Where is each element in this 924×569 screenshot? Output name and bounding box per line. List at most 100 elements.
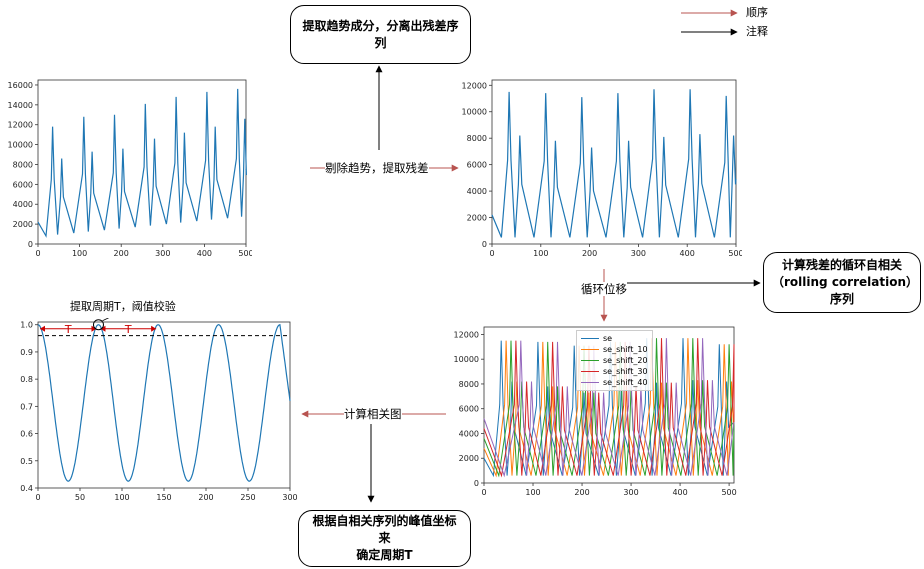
y-tick-label: 10000 — [454, 355, 479, 364]
y-tick-label: 0.6 — [20, 430, 33, 439]
legend-item-shift40: se_shift_40 — [581, 377, 648, 388]
period-label: T — [124, 323, 132, 336]
shifted-series-chart: 0 100 200 300 400 500 0 2000 4000 6000 8000 10000 12… — [454, 326, 737, 497]
x-tick-label: 300 — [623, 488, 638, 497]
x-tick-label: 300 — [155, 249, 170, 258]
rolling-corr-text-1: 计算残差的循环自相关 — [781, 258, 902, 272]
y-tick-label: 2000 — [13, 220, 33, 229]
shifted-legend: se se_shift_10 se_shift_20 se_shift_30 s… — [576, 330, 653, 391]
x-tick-label: 0 — [35, 249, 40, 258]
series-line-se_shift_40 — [483, 338, 735, 478]
x-tick-label: 400 — [672, 488, 687, 497]
plot-frame — [491, 79, 737, 245]
y-tick-label: 10000 — [462, 108, 487, 117]
y-tick-label: 16000 — [8, 81, 33, 90]
y-tick-label: 2000 — [459, 454, 479, 463]
peak-period-text-1: 根据自相关序列的峰值坐标来 — [312, 514, 457, 545]
period-arrow-head-left — [40, 325, 45, 332]
series-line — [37, 88, 247, 238]
legend-label: se_shift_40 — [603, 377, 648, 387]
y-tick-label: 0.9 — [20, 348, 33, 357]
y-tick-label: 12000 — [454, 330, 479, 339]
x-tick-label: 500 — [728, 249, 742, 258]
y-tick-label: 4000 — [459, 429, 479, 438]
period-arrow-head-right — [91, 325, 97, 332]
extract-period-label: 提取周期T，阈值校验 — [70, 300, 176, 314]
y-tick-label: 6000 — [459, 405, 479, 414]
cyclic-shift-label: 循环位移 — [581, 282, 627, 296]
plot-frame — [37, 321, 291, 489]
y-tick-label: 8000 — [467, 134, 487, 143]
y-tick-label: 0 — [482, 240, 487, 249]
extract-trend-text: 提取趋势成分，分离出残差序列 — [302, 18, 459, 50]
y-tick-label: 0 — [28, 240, 33, 249]
legend-swatch — [581, 349, 599, 350]
legend-item-shift20: se_shift_20 — [581, 355, 648, 366]
series-line-se_shift_30 — [483, 338, 735, 478]
legend-label: se_shift_10 — [603, 344, 648, 354]
peak-marker-circle — [92, 319, 104, 331]
y-tick-label: 0 — [474, 479, 479, 488]
extract-trend-box: 提取趋势成分，分离出残差序列 — [290, 5, 471, 64]
legend-label: se_shift_20 — [603, 355, 648, 365]
y-tick-label: 12000 — [462, 81, 487, 90]
y-tick-label: 14000 — [8, 101, 33, 110]
x-tick-label: 500 — [721, 488, 736, 497]
autocorr-chart: 0 50 100 150 200 250 300 0.4 0.5 0.6 0.7 0.8 0.9 1.0 T… — [20, 318, 298, 502]
y-tick-label: 1.0 — [20, 321, 33, 330]
rolling-corr-box: 计算残差的循环自相关 （rolling correlation）序列 — [763, 252, 921, 313]
x-tick-label: 500 — [238, 249, 252, 258]
legend-item-shift30: se_shift_30 — [581, 366, 648, 377]
residual-series-chart: 0 100 200 300 400 500 0 2000 4000 6000 8000 10000 12… — [462, 79, 742, 258]
y-tick-label: 6000 — [467, 161, 487, 170]
series-line-se — [483, 338, 735, 478]
y-tick-label: 0.7 — [20, 402, 33, 411]
x-tick-label: 400 — [197, 249, 212, 258]
x-tick-label: 300 — [282, 493, 297, 502]
peak-period-text-2: 确定周期T — [356, 548, 413, 562]
series-line-se_shift_10 — [483, 338, 735, 478]
x-tick-label: 100 — [533, 249, 548, 258]
compute-corr-label: 计算相关图 — [344, 407, 402, 421]
legend-note-text: 注释 — [746, 25, 768, 39]
legend-order-text: 顺序 — [746, 6, 768, 20]
x-tick-label: 150 — [156, 493, 171, 502]
y-tick-label: 12000 — [8, 121, 33, 130]
legend-item-shift10: se_shift_10 — [581, 344, 648, 355]
legend-label: se — [603, 333, 613, 343]
x-tick-label: 100 — [525, 488, 540, 497]
x-tick-label: 0 — [481, 488, 486, 497]
y-tick-label: 6000 — [13, 180, 33, 189]
autocorr-line — [37, 323, 291, 482]
x-tick-label: 200 — [114, 249, 129, 258]
peak-period-box: 根据自相关序列的峰值坐标来 确定周期T — [298, 510, 471, 567]
x-tick-label: 0 — [35, 493, 40, 502]
peak-pointer-line — [102, 318, 110, 322]
y-tick-label: 0.8 — [20, 375, 33, 384]
legend-swatch — [581, 338, 599, 339]
y-tick-label: 0.4 — [20, 484, 33, 493]
x-tick-label: 50 — [75, 493, 85, 502]
x-tick-label: 100 — [72, 249, 87, 258]
legend-item-se: se — [581, 333, 648, 344]
y-tick-label: 4000 — [13, 200, 33, 209]
x-tick-label: 300 — [631, 249, 646, 258]
series-line — [491, 89, 737, 238]
y-tick-label: 4000 — [467, 187, 487, 196]
y-tick-label: 8000 — [459, 380, 479, 389]
legend-label: se_shift_30 — [603, 366, 648, 376]
legend-swatch — [581, 371, 599, 372]
original-series-chart: 0 100 200 300 400 500 0 2000 4000 6000 8000 10000 12… — [8, 79, 252, 258]
x-tick-label: 250 — [240, 493, 255, 502]
x-tick-label: 400 — [680, 249, 695, 258]
x-tick-label: 200 — [574, 488, 589, 497]
remove-trend-label: 剔除趋势，提取残差 — [325, 161, 429, 175]
legend-swatch — [581, 382, 599, 383]
x-tick-label: 200 — [198, 493, 213, 502]
y-tick-label: 0.5 — [20, 457, 33, 466]
x-tick-label: 100 — [114, 493, 129, 502]
x-tick-label: 0 — [489, 249, 494, 258]
period-arrow-head-left — [100, 325, 106, 332]
period-label: T — [64, 323, 72, 336]
period-arrow-head-right — [151, 325, 157, 332]
